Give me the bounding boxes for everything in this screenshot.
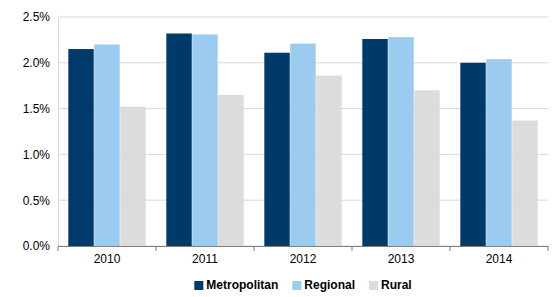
series — [68, 33, 485, 246]
x-tick: 2012 — [290, 246, 317, 266]
y-axis-line — [58, 18, 59, 247]
bar — [94, 44, 119, 246]
x-tick-label: 2014 — [486, 252, 513, 266]
y-tick-label: 0.0% — [23, 239, 51, 253]
bar — [264, 53, 289, 246]
y-tick: 0.0% — [23, 239, 58, 253]
x-separator — [548, 246, 549, 251]
legend-item: Metropolitan — [194, 278, 278, 292]
bar — [166, 33, 191, 246]
legend-swatch — [194, 281, 203, 290]
legend-label: Metropolitan — [206, 278, 278, 292]
x-axis-line — [59, 246, 549, 247]
y-tick-label: 1.0% — [23, 148, 51, 162]
grid-line — [58, 17, 548, 18]
x-separator — [156, 246, 157, 251]
y-tick: 1.5% — [23, 102, 58, 116]
legend-label: Regional — [304, 278, 355, 292]
y-tick: 2.0% — [23, 56, 58, 70]
plot: 0.0% 0.5% 1.0% 1.5% 2.0% 2.5% 2010 2011 2012 2013… — [23, 10, 549, 265]
bar — [68, 49, 93, 246]
legend: Metropolitan Regional Rural — [194, 278, 411, 292]
legend-swatch — [292, 281, 301, 290]
legend-swatch — [369, 281, 378, 290]
x-tick: 2011 — [192, 246, 218, 266]
x-tick: 2010 — [94, 246, 121, 266]
bar — [362, 39, 387, 246]
x-separator — [58, 246, 59, 251]
x-tick-label: 2010 — [94, 252, 121, 266]
bar — [414, 90, 439, 246]
bar — [486, 59, 511, 246]
series — [120, 76, 537, 246]
x-tick-label: 2012 — [290, 252, 317, 266]
x-axis: 2010 2011 2012 2013 2014 — [58, 246, 549, 266]
legend-item: Regional — [292, 278, 355, 292]
y-tick: 1.0% — [23, 148, 58, 162]
bar — [290, 44, 315, 246]
bar — [192, 34, 217, 246]
y-tick: 2.5% — [23, 10, 58, 24]
bar — [120, 107, 145, 246]
legend-item: Rural — [369, 278, 412, 292]
x-tick-label: 2011 — [192, 252, 218, 266]
y-tick-label: 0.5% — [23, 194, 51, 208]
bar — [388, 37, 413, 246]
bars — [68, 33, 537, 246]
y-tick-label: 2.5% — [23, 10, 51, 24]
series — [94, 34, 511, 246]
x-separator — [254, 246, 255, 251]
x-separator — [450, 246, 451, 251]
x-tick: 2014 — [486, 246, 513, 266]
x-separators — [58, 246, 548, 251]
y-tick-label: 2.0% — [23, 56, 51, 70]
bar — [218, 95, 243, 246]
bar — [512, 121, 537, 246]
y-axis: 0.0% 0.5% 1.0% 1.5% 2.0% 2.5% — [23, 10, 59, 253]
x-separator — [352, 246, 353, 251]
chart: 0.0% 0.5% 1.0% 1.5% 2.0% 2.5% 2010 2011 2012 2013… — [0, 0, 558, 297]
grid — [58, 17, 548, 246]
x-tick: 2013 — [388, 246, 415, 266]
y-tick-label: 1.5% — [23, 102, 51, 116]
x-tick-label: 2013 — [388, 252, 415, 266]
y-tick: 0.5% — [23, 194, 58, 208]
bar — [460, 63, 485, 246]
legend-label: Rural — [381, 278, 412, 292]
bar — [316, 76, 341, 246]
